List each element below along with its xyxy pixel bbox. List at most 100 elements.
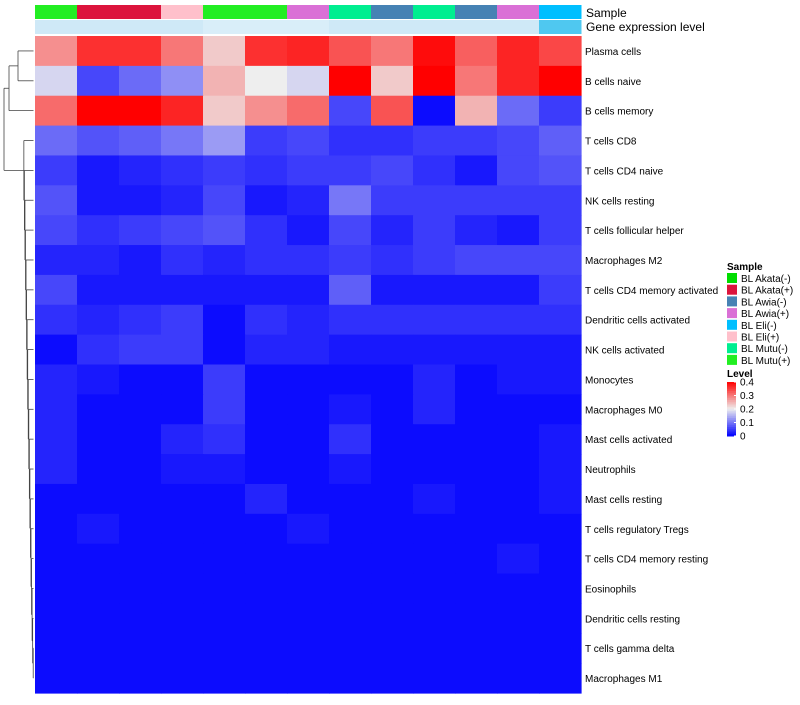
- heatmap-cell: [455, 334, 498, 366]
- heatmap-cell: [119, 215, 162, 246]
- heatmap-cell: [35, 424, 78, 455]
- heatmap-cell: [161, 424, 204, 455]
- heatmap-cell: [35, 603, 78, 634]
- heatmap-cell: [287, 603, 330, 634]
- gene-expression-annotation-cell: [539, 20, 582, 34]
- heatmap-cell: [287, 215, 330, 246]
- heatmap-cell: [455, 215, 498, 246]
- heatmap-cell: [77, 513, 120, 545]
- heatmap-cell: [413, 36, 456, 67]
- heatmap-cell: [413, 245, 456, 276]
- heatmap-cell: [413, 304, 456, 336]
- sample-annotation-cell: [371, 5, 414, 19]
- heatmap-cell: [329, 483, 372, 515]
- heatmap-cell: [77, 245, 120, 276]
- heatmap-cell: [203, 543, 246, 575]
- heatmap-cell: [287, 513, 330, 545]
- heatmap-cell: [119, 364, 162, 395]
- level-legend-gradient: [727, 394, 736, 397]
- heatmap-cell: [119, 663, 162, 694]
- heatmap-cell: [371, 65, 414, 97]
- heatmap-cell: [455, 454, 498, 485]
- heatmap-cell: [77, 454, 120, 485]
- heatmap-cell: [329, 155, 372, 186]
- heatmap-cell: [497, 36, 540, 67]
- level-legend-gradient: [727, 407, 736, 410]
- row-label: Plasma cells: [585, 47, 641, 58]
- sample-annotation-cell: [203, 5, 246, 19]
- heatmap-cell: [245, 573, 288, 605]
- sample-legend-swatch: [727, 284, 737, 295]
- heatmap-cell: [329, 245, 372, 276]
- heatmap-cell: [35, 633, 78, 664]
- heatmap-cell: [161, 483, 204, 515]
- level-legend-gradient: [727, 428, 736, 432]
- row-label: T cells CD4 naive: [585, 166, 664, 177]
- level-legend-gradient: [727, 421, 736, 424]
- sample-annotation-label: Sample: [586, 6, 627, 20]
- row-label: Macrophages M1: [585, 674, 663, 685]
- heatmap-cell: [245, 155, 288, 186]
- heatmap-cell: [203, 125, 246, 157]
- heatmap-cell: [413, 65, 456, 97]
- heatmap-cell: [497, 155, 540, 186]
- heatmap-cell: [371, 36, 414, 67]
- heatmap-cell: [245, 125, 288, 157]
- heatmap-cell: [161, 454, 204, 485]
- level-legend-tick-label: 0.4: [740, 378, 754, 389]
- heatmap-cell: [161, 245, 204, 276]
- heatmap-cell: [161, 633, 204, 664]
- heatmap-cell: [203, 663, 246, 694]
- heatmap-cell: [329, 424, 372, 455]
- heatmap-cell: [203, 215, 246, 246]
- heatmap-cell: [203, 603, 246, 634]
- row-labels: Plasma cells B cells naive B cells memory T…: [585, 47, 718, 685]
- row-label: Monocytes: [585, 375, 633, 386]
- level-legend-gradient: [727, 403, 736, 406]
- heatmap-cell: [77, 125, 120, 157]
- level-legend-gradient: [727, 416, 736, 419]
- heatmap-cell: [497, 95, 540, 127]
- sample-annotation-cell: [77, 5, 120, 19]
- level-legend-gradient: [727, 432, 736, 435]
- heatmap-cell: [371, 633, 414, 664]
- gene-expression-annotation-cell: [161, 20, 204, 34]
- gene-expression-annotation-cell: [329, 20, 372, 34]
- heatmap-cell: [329, 95, 372, 127]
- heatmap-cell: [497, 573, 540, 605]
- row-label: Mast cells activated: [585, 435, 672, 446]
- gene-expression-annotation-cell: [245, 20, 288, 34]
- row-label: T cells CD4 memory activated: [585, 286, 718, 297]
- gene-expression-annotation-cell: [203, 20, 246, 34]
- heatmap-cell: [329, 543, 372, 575]
- heatmap-cell: [35, 483, 78, 515]
- heatmap-cell: [371, 125, 414, 157]
- heatmap-cell: [245, 603, 288, 634]
- heatmap-cell: [245, 65, 288, 97]
- heatmap-cell: [455, 633, 498, 664]
- heatmap-cell: [161, 603, 204, 634]
- heatmap-cell: [455, 155, 498, 186]
- heatmap-cell: [119, 65, 162, 97]
- heatmap-cell: [161, 364, 204, 395]
- row-label: Neutrophils: [585, 465, 636, 476]
- gene-expression-annotation-cell: [455, 20, 498, 34]
- sample-legend-swatch: [727, 354, 737, 365]
- heatmap-cell: [539, 274, 582, 306]
- heatmap-cell: [371, 215, 414, 246]
- heatmap-cell: [161, 573, 204, 605]
- heatmap-cell: [35, 155, 78, 186]
- level-legend-gradient: [727, 418, 736, 421]
- heatmap-cell: [329, 603, 372, 634]
- heatmap-cell: [161, 513, 204, 545]
- heatmap-cell: [455, 543, 498, 575]
- heatmap-cell: [329, 36, 372, 67]
- heatmap-cell: [455, 245, 498, 276]
- heatmap-cell: [77, 185, 120, 216]
- heatmap-cell: [77, 215, 120, 246]
- sample-legend-label: BL Awia(+): [741, 309, 789, 320]
- heatmap-cell: [371, 95, 414, 127]
- heatmap-cell: [539, 424, 582, 455]
- heatmap-cell: [371, 334, 414, 366]
